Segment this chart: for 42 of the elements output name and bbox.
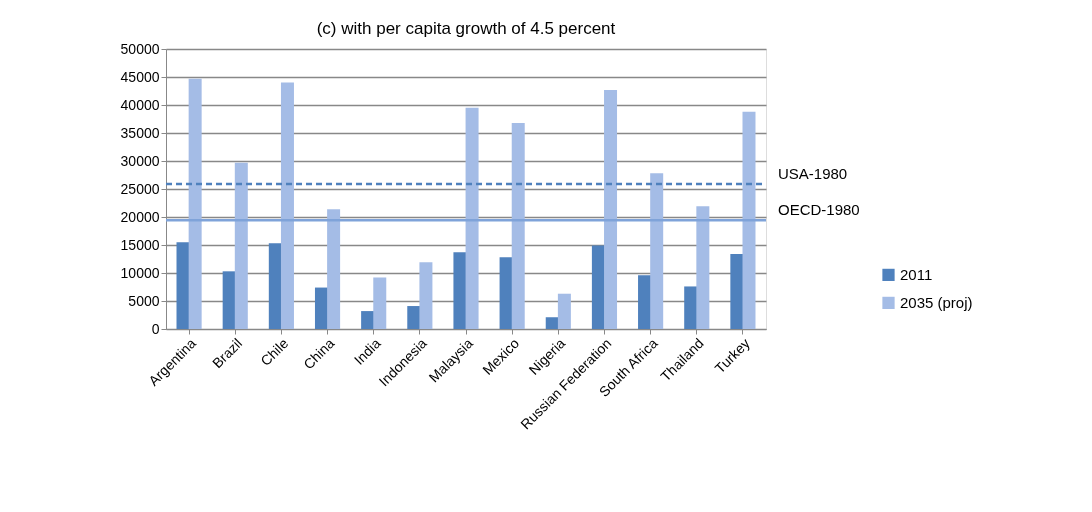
bar (453, 252, 467, 329)
chart-title: (c) with per capita growth of 4.5 percent (316, 19, 616, 38)
bar (465, 107, 479, 329)
y-tick-label: 10000 (120, 264, 160, 281)
bar (188, 78, 202, 329)
ref-line-label: OECD-1980 (778, 201, 860, 219)
bar (314, 287, 328, 329)
bar (222, 271, 236, 329)
y-tick-label: 20000 (120, 208, 160, 225)
bar (591, 245, 605, 329)
bar (268, 243, 282, 329)
bar (650, 173, 664, 329)
y-tick-label: 25000 (120, 180, 160, 197)
bar (557, 293, 571, 329)
legend-label: 2035 (proj) (900, 293, 973, 311)
bar (545, 317, 559, 329)
bar (696, 206, 710, 329)
bar (499, 257, 513, 329)
legend-label: 2011 (900, 265, 933, 283)
y-tick-label: 50000 (120, 40, 160, 57)
bar (407, 306, 421, 329)
bar (280, 82, 294, 329)
y-tick-label: 30000 (120, 152, 160, 169)
bar (327, 209, 341, 329)
y-tick-label: 45000 (120, 68, 160, 85)
bar (234, 162, 248, 329)
bar (638, 275, 652, 329)
y-tick-label: 35000 (120, 124, 160, 141)
bar (176, 242, 190, 329)
ref-line-label: USA-1980 (778, 164, 848, 182)
bar (742, 111, 756, 329)
y-tick-label: 5000 (128, 292, 160, 309)
bar (684, 286, 698, 329)
bar (730, 253, 744, 329)
bar (373, 277, 387, 329)
y-tick-label: 40000 (120, 96, 160, 113)
y-tick-label: 0 (151, 320, 160, 337)
y-tick-label: 15000 (120, 236, 160, 253)
bar (419, 262, 433, 329)
bar (511, 122, 525, 329)
bar (361, 311, 375, 329)
bar (604, 89, 618, 329)
